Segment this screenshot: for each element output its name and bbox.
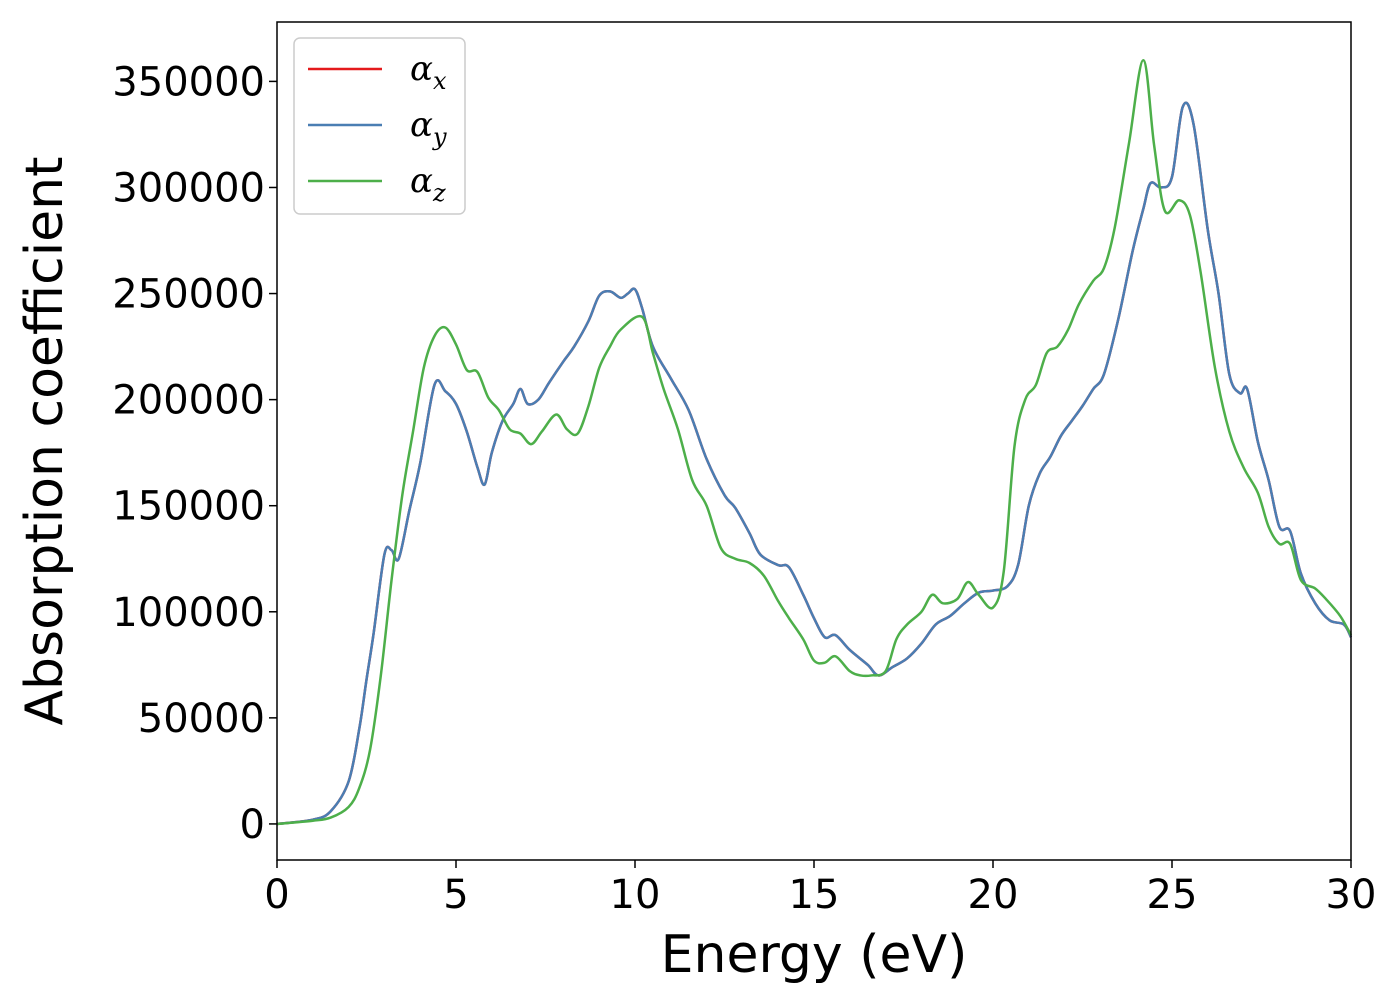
series-line-alpha-y <box>276 101 1353 826</box>
x-tick-label: 10 <box>610 872 661 918</box>
y-tick-label: 200000 <box>112 378 265 424</box>
y-tick-label: 300000 <box>112 165 265 211</box>
y-tick-label: 100000 <box>112 590 265 636</box>
x-tick-label: 5 <box>443 872 468 918</box>
y-tick-label: 0 <box>240 802 265 848</box>
x-tick-label: 0 <box>264 872 289 918</box>
y-tick-label: 150000 <box>112 484 265 530</box>
y-tick-label: 50000 <box>138 696 265 742</box>
legend-entry-alpha-y: αy <box>308 105 447 151</box>
x-tick-label: 25 <box>1147 872 1198 918</box>
series-layer <box>276 58 1353 826</box>
legend-label-alpha-x: αx <box>410 49 447 95</box>
x-axis-title: Energy (eV) <box>661 925 968 985</box>
x-tick-label: 30 <box>1326 872 1377 918</box>
y-axis: 0 50000 100000 150000 200000 250000 300000 3500… <box>112 59 277 848</box>
y-tick-label: 250000 <box>112 272 265 318</box>
x-tick-label: 20 <box>968 872 1019 918</box>
legend-label-alpha-z: αz <box>410 161 446 207</box>
legend-entry-alpha-z: αz <box>308 161 446 207</box>
legend: αx αy αz <box>293 37 466 215</box>
legend-entry-alpha-x: αx <box>308 49 447 95</box>
series-line-alpha-z <box>276 58 1353 826</box>
legend-label-alpha-y: αy <box>410 105 447 151</box>
x-tick-label: 15 <box>789 872 840 918</box>
y-axis-title: Absorption coefficient <box>15 156 75 725</box>
y-tick-label: 350000 <box>112 59 265 105</box>
x-axis: 0 5 10 15 20 25 30 <box>264 860 1376 918</box>
